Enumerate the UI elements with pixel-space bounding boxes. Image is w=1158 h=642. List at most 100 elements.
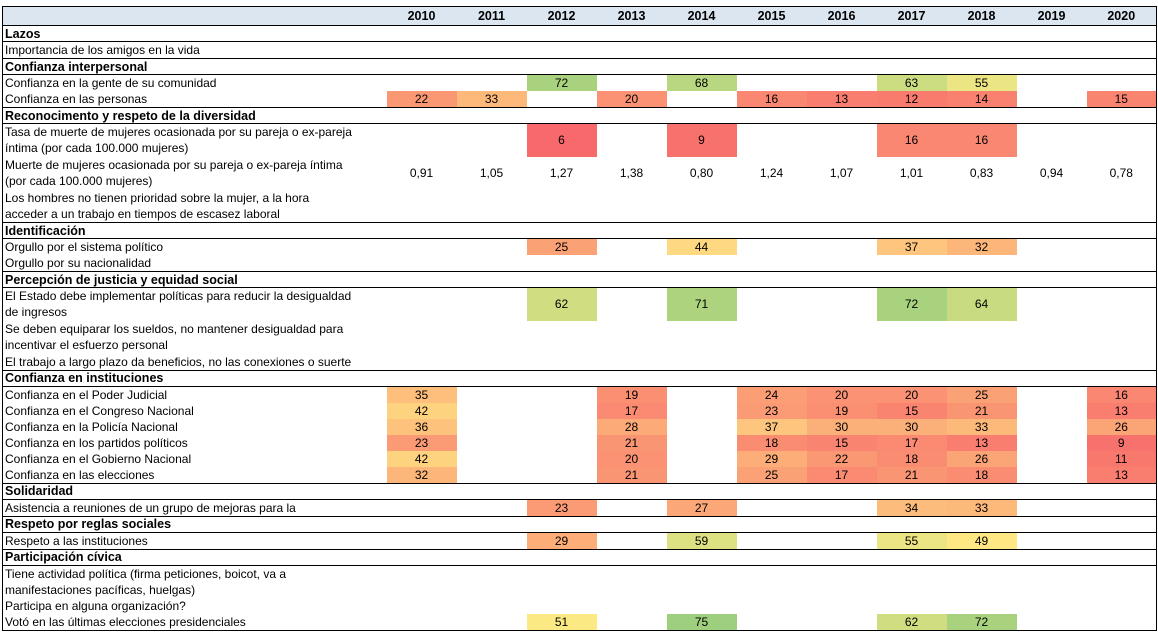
value-cell-2014 <box>667 42 737 59</box>
value-cell-2018 <box>947 42 1017 59</box>
value-cell-2010: 23 <box>386 434 457 451</box>
value-cell-2019 <box>1017 239 1087 256</box>
value-cell-2018 <box>947 565 1017 598</box>
row-label: Confianza en el Poder Judicial <box>3 386 387 403</box>
value-cell-2011 <box>457 190 527 223</box>
value-cell-2010: 22 <box>386 91 457 108</box>
value-cell-2014 <box>667 354 737 371</box>
value-cell-2011 <box>457 419 527 435</box>
row-label-line: Confianza en las elecciones <box>5 467 155 482</box>
value-cell-2014 <box>667 598 737 614</box>
value-cell-2014: 9 <box>666 123 737 157</box>
value-cell-2020: 15 <box>1086 91 1157 108</box>
value-cell-2020 <box>1087 565 1157 598</box>
value-cell-2010 <box>387 75 457 92</box>
value-cell-2015: 1,24 <box>759 166 784 180</box>
value-cell-2017: 12 <box>876 91 947 108</box>
row-label: Confianza en las personas <box>3 91 387 108</box>
row-label: Confianza en el Gobierno Nacional <box>3 451 387 467</box>
value-cell-2015 <box>737 598 807 614</box>
value-cell-2011 <box>457 435 527 451</box>
row-label: Confianza en las elecciones <box>3 467 387 484</box>
indicator-row: Los hombres no tienen prioridad sobre la… <box>3 190 1157 223</box>
value-cell-2015 <box>737 614 807 631</box>
indicators-heatmap-table: 2010 2011 2012 2013 2014 2015 2016 2017 2018 2019… <box>2 6 1157 631</box>
value-cell-2020 <box>1087 321 1157 354</box>
value-cell-2011 <box>457 321 527 354</box>
value-cell-2018 <box>947 598 1017 614</box>
value-cell-2011 <box>457 75 527 92</box>
value-cell-2012 <box>527 419 597 435</box>
indicator-row: Respeto a las instituciones 29 59 55 49 <box>3 532 1157 549</box>
value-cell-2018 <box>947 321 1017 354</box>
value-cell-2011: 1,05 <box>479 166 504 180</box>
value-cell-2013: 28 <box>596 418 667 435</box>
value-cell-2016 <box>807 321 877 354</box>
value-cell-2011 <box>457 467 527 484</box>
value-cell-2018: 18 <box>946 466 1017 483</box>
value-cell-2013 <box>597 255 667 272</box>
value-cell-2020 <box>1087 614 1157 631</box>
value-cell-2014 <box>667 467 737 484</box>
row-label: El Estado debe implementar políticas par… <box>3 288 387 321</box>
value-cell-2018 <box>947 190 1017 223</box>
value-cell-2014: 75 <box>666 614 737 631</box>
row-label-line: íntima (por cada 100.000 mujeres) <box>5 141 189 156</box>
value-cell-2015: 29 <box>736 450 807 467</box>
row-label-line: Confianza en la Policía Nacional <box>5 419 178 434</box>
value-cell-2014: 71 <box>666 287 737 321</box>
value-cell-2016 <box>807 288 877 321</box>
value-cell-2015 <box>737 75 807 92</box>
value-cell-2019 <box>1017 124 1087 157</box>
section-row: Respeto por reglas sociales <box>2 515 1157 533</box>
row-label: El trabajo a largo plazo da beneficios, … <box>3 354 387 371</box>
indicator-row: Orgullo por su nacionalidad <box>3 255 1157 272</box>
value-cell-2017: 18 <box>876 450 947 467</box>
value-cell-2016 <box>807 354 877 371</box>
value-cell-2017: 16 <box>876 123 947 157</box>
year-header-2012: 2012 <box>526 6 597 26</box>
indicator-row: Tasa de muerte de mujeres ocasionada por… <box>3 123 1157 157</box>
value-cell-2018: 14 <box>946 91 1017 108</box>
value-cell-2011 <box>457 255 527 272</box>
value-cell-2013: 17 <box>596 402 667 419</box>
indicator-row: Participa en alguna organización? <box>3 598 1157 614</box>
value-cell-2015: 18 <box>736 434 807 451</box>
section-title: Confianza interpersonal <box>2 58 1157 75</box>
indicator-row: Asistencia a reuniones de un grupo de me… <box>3 499 1157 516</box>
value-cell-2016: 22 <box>806 450 877 467</box>
row-label-line: Confianza en la gente de su comunidad <box>5 76 217 90</box>
value-cell-2017: 30 <box>876 418 947 435</box>
value-cell-2011 <box>457 124 527 157</box>
value-cell-2019 <box>1017 419 1087 435</box>
corner-cell <box>2 6 387 26</box>
value-cell-2017: 21 <box>876 466 947 483</box>
value-cell-2020 <box>1087 499 1157 516</box>
value-cell-2019 <box>1017 598 1087 614</box>
value-cell-2020: 11 <box>1086 450 1157 467</box>
value-cell-2018: 55 <box>946 74 1017 91</box>
indicator-row: Se deben equiparar los sueldos, no mante… <box>3 321 1157 354</box>
value-cell-2018: 13 <box>946 434 1017 451</box>
value-cell-2020 <box>1087 288 1157 321</box>
value-cell-2011 <box>457 532 527 549</box>
value-cell-2017: 1,01 <box>899 166 924 180</box>
value-cell-2010 <box>387 239 457 256</box>
value-cell-2010 <box>387 321 457 354</box>
value-cell-2012 <box>527 190 597 223</box>
value-cell-2015 <box>737 288 807 321</box>
value-cell-2012: 23 <box>526 499 597 516</box>
value-cell-2016 <box>807 499 877 516</box>
value-cell-2019 <box>1017 565 1087 598</box>
value-cell-2017 <box>877 354 947 371</box>
value-cell-2019 <box>1017 75 1087 92</box>
value-cell-2018 <box>947 354 1017 371</box>
year-header-2010: 2010 <box>386 6 457 26</box>
value-cell-2016: 19 <box>806 402 877 419</box>
value-cell-2010: 36 <box>386 418 457 435</box>
value-cell-2013 <box>597 288 667 321</box>
value-cell-2020: 9 <box>1086 434 1157 451</box>
value-cell-2016 <box>807 239 877 256</box>
value-cell-2019 <box>1017 354 1087 371</box>
value-cell-2019 <box>1017 532 1087 549</box>
